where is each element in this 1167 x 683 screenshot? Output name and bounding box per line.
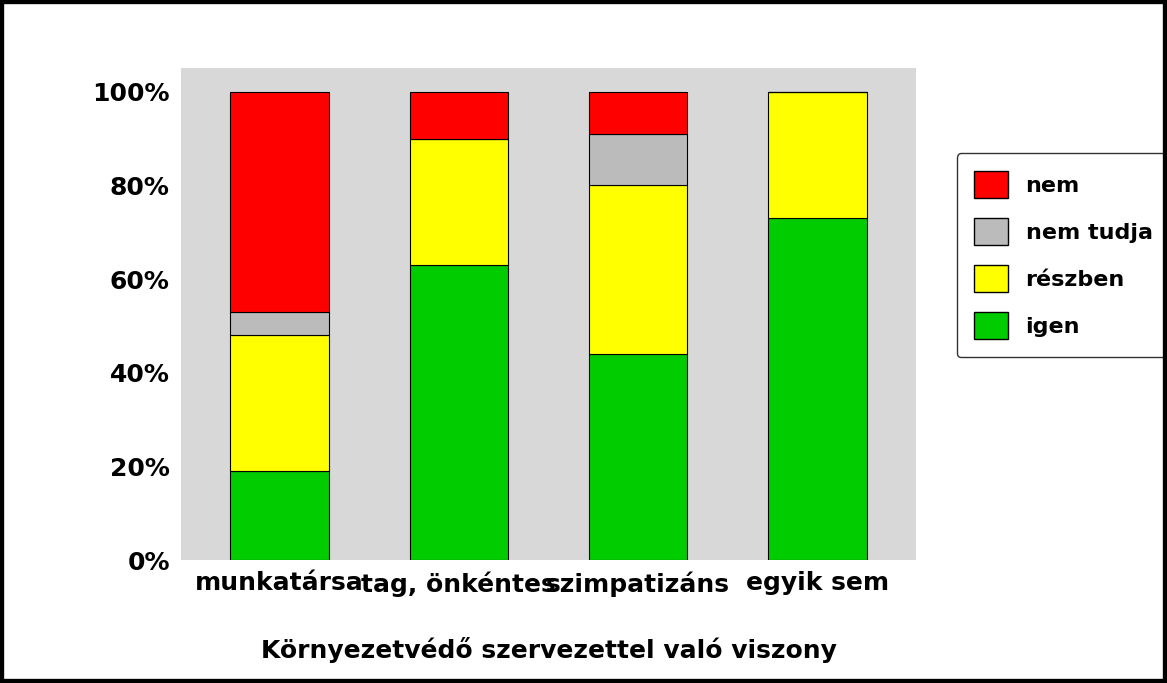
Bar	[230, 92, 329, 312]
Bar	[230, 335, 329, 471]
Bar	[230, 471, 329, 560]
Legend: nem, nem tudja, részben, igen: nem, nem tudja, részben, igen	[957, 153, 1167, 357]
Bar	[410, 139, 508, 265]
Bar	[768, 218, 867, 560]
Bar	[410, 265, 508, 560]
Bar	[589, 354, 687, 560]
Bar	[589, 134, 687, 185]
Bar	[589, 185, 687, 354]
Bar	[589, 92, 687, 134]
Text: Környezetvédő szervezettel való viszony: Környezetvédő szervezettel való viszony	[260, 637, 837, 663]
Bar	[410, 92, 508, 139]
Bar	[768, 92, 867, 218]
Bar	[230, 312, 329, 335]
